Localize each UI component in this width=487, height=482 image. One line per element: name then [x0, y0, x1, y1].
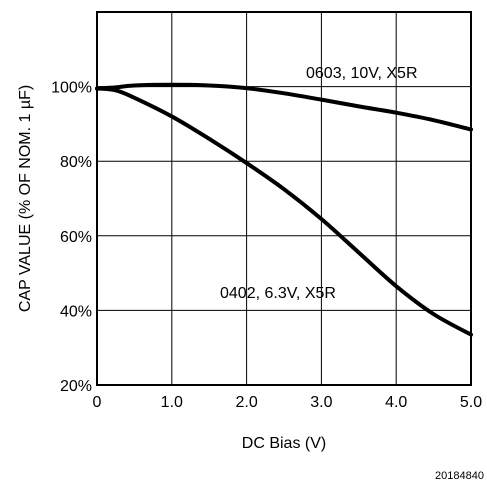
x-tick-label: 0: [93, 394, 102, 411]
y-axis-title: CAP VALUE (% OF NOM. 1 µF): [17, 85, 34, 312]
y-tick-label: 80%: [60, 154, 92, 171]
x-tick-label: 2.0: [235, 394, 257, 411]
y-tick-label: 40%: [60, 303, 92, 320]
y-tick-labels: 20% 40% 60% 80% 100%: [51, 80, 92, 395]
x-tick-label: 1.0: [161, 394, 183, 411]
series-lines: [95, 82, 473, 337]
x-tick-label: 5.0: [460, 394, 482, 411]
figure-id: 20184840: [435, 470, 484, 482]
y-tick-label: 20%: [60, 378, 92, 395]
x-tick-labels: 0 1.0 2.0 3.0 4.0 5.0: [93, 394, 483, 411]
series-label-0402: 0402, 6.3V, X5R: [220, 285, 336, 302]
x-axis-title: DC Bias (V): [242, 435, 326, 452]
series-line-0603: [95, 82, 473, 132]
x-tick-label: 4.0: [385, 394, 407, 411]
y-tick-label: 100%: [51, 80, 92, 97]
y-tick-label: 60%: [60, 229, 92, 246]
grid-lines: [97, 12, 471, 385]
series-label-0603: 0603, 10V, X5R: [306, 65, 418, 82]
plot-frame: [96, 11, 472, 386]
series-line-0402: [95, 86, 473, 337]
x-tick-label: 3.0: [310, 394, 332, 411]
